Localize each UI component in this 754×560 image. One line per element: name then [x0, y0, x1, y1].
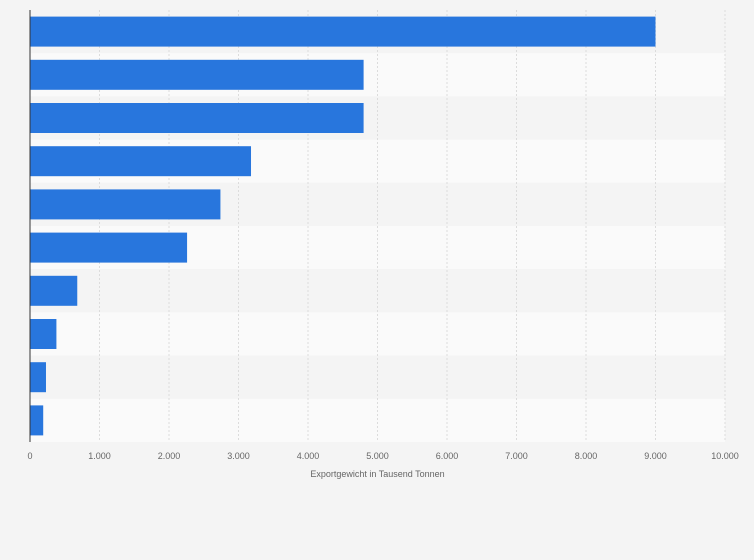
x-tick-label: 7.000	[505, 451, 528, 461]
bar[interactable]	[30, 232, 188, 263]
x-tick-label: 6.000	[436, 451, 459, 461]
bars	[30, 16, 656, 436]
bar[interactable]	[30, 275, 78, 306]
x-tick-label: 1.000	[88, 451, 111, 461]
x-tick-label: 0	[27, 451, 32, 461]
x-tick-label: 8.000	[575, 451, 598, 461]
bar[interactable]	[30, 103, 364, 133]
x-tick-label: 2.000	[158, 451, 181, 461]
bar[interactable]	[30, 189, 221, 220]
bar[interactable]	[30, 16, 656, 47]
x-tick-label: 3.000	[227, 451, 250, 461]
x-tick-label: 5.000	[366, 451, 389, 461]
bar[interactable]	[30, 146, 252, 177]
x-tick-label: 9.000	[644, 451, 667, 461]
bar[interactable]	[30, 362, 46, 393]
bar[interactable]	[30, 405, 44, 436]
x-tick-label: 10.000	[711, 451, 739, 461]
bar[interactable]	[30, 319, 57, 349]
x-tick-label: 4.000	[297, 451, 320, 461]
x-axis-title: Exportgewicht in Tausend Tonnen	[310, 469, 444, 479]
x-tick-labels: 0 1.000 2.000 3.000 4.000 5.000 6.000 7.000 8.00…	[27, 451, 738, 461]
bar[interactable]	[30, 59, 364, 90]
